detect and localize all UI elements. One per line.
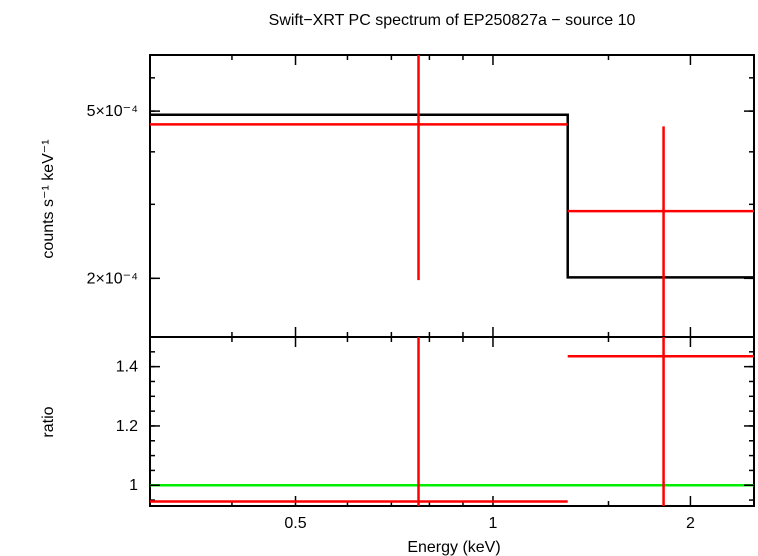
- ratio-frame: [149, 336, 755, 507]
- ratio-data-point: [567, 337, 754, 506]
- ratio-y-tick-label: 1: [129, 477, 138, 494]
- spectrum-y-tick-label: 2×10⁻⁴: [87, 270, 138, 287]
- ratio-data-point: [150, 337, 568, 506]
- spectrum-model-step: [150, 113, 754, 279]
- x-tick-label: 1: [489, 515, 498, 532]
- spectrum-data-point: [150, 55, 568, 281]
- ratio-panel: 1 1.2 1.4 0.5 1 2: [116, 336, 755, 532]
- ratio-y-axis-label: ratio: [40, 406, 57, 437]
- x-tick-label: 0.5: [284, 515, 306, 532]
- x-tick-label: 2: [686, 515, 695, 532]
- spectrum-panel: 2×10⁻⁴ 5×10⁻⁴: [87, 54, 755, 338]
- ratio-y-tick-label: 1.4: [116, 359, 138, 376]
- spectrum-y-axis-label: counts s⁻¹ keV⁻¹: [40, 139, 57, 258]
- chart-title: Swift−XRT PC spectrum of EP250827a − sou…: [269, 12, 636, 29]
- x-axis-label: Energy (keV): [407, 539, 500, 556]
- spectrum-y-tick-label: 5×10⁻⁴: [87, 103, 138, 120]
- ratio-y-tick-label: 1.2: [116, 418, 138, 435]
- spectrum-data-point: [567, 126, 754, 337]
